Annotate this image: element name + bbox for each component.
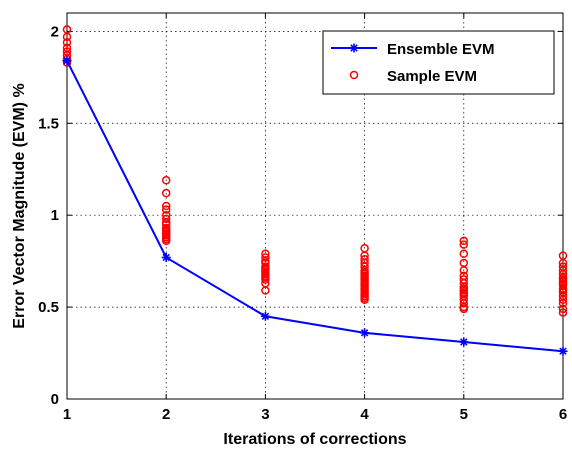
sample-evm-point bbox=[459, 299, 469, 308]
y-tick-label: 0.5 bbox=[38, 299, 59, 316]
legend-ensemble-marker-swatch bbox=[349, 43, 359, 53]
sample-evm-point bbox=[161, 214, 171, 224]
star-stroke bbox=[360, 329, 369, 337]
sample-evm-point bbox=[62, 38, 72, 47]
legend-star-glyph bbox=[349, 43, 359, 53]
sample-evm-point bbox=[261, 253, 270, 262]
ensemble-evm-point bbox=[161, 252, 171, 262]
legend-label-sample-evm: Sample EVM bbox=[387, 68, 477, 85]
star-stroke bbox=[350, 44, 358, 52]
star-stroke bbox=[261, 312, 270, 321]
ensemble-evm-point bbox=[260, 311, 270, 321]
y-tick-label: 1 bbox=[51, 207, 59, 224]
sample-evm-point bbox=[161, 236, 171, 246]
x-tick-label: 5 bbox=[460, 406, 468, 423]
sample-evm-point bbox=[161, 205, 171, 214]
sample-evm-point bbox=[459, 266, 469, 275]
legend-label-ensemble-evm: Ensemble EVM bbox=[387, 41, 495, 58]
sample-evm-point bbox=[161, 188, 171, 198]
legend-sample-marker-swatch bbox=[349, 70, 359, 80]
x-tick-label: 3 bbox=[261, 406, 269, 423]
ensemble-evm-point bbox=[360, 328, 370, 338]
x-tick-label: 2 bbox=[162, 406, 170, 423]
sample-evm-point bbox=[459, 240, 469, 249]
ensemble-evm-point bbox=[459, 337, 469, 347]
y-tick-label: 1.5 bbox=[38, 115, 59, 132]
y-tick-label: 2 bbox=[51, 23, 59, 40]
sample-evm-point bbox=[62, 32, 72, 42]
sample-evm-point bbox=[261, 275, 270, 284]
x-axis-title: Iterations of corrections bbox=[223, 431, 406, 448]
star-stroke bbox=[162, 253, 170, 262]
y-tick-label: 0 bbox=[51, 391, 59, 408]
x-tick-label: 6 bbox=[559, 406, 567, 423]
star-stroke bbox=[63, 57, 71, 65]
ensemble-evm-line bbox=[66, 60, 564, 353]
x-tick-label: 4 bbox=[360, 406, 369, 423]
x-tick-label: 1 bbox=[63, 406, 71, 423]
sample-evm-point bbox=[161, 201, 171, 211]
sample-evm-point bbox=[558, 308, 568, 317]
sample-evm-point bbox=[459, 304, 469, 314]
ensemble-evm-point bbox=[558, 346, 568, 356]
sample-evm-point bbox=[161, 176, 171, 185]
sample-evm-point bbox=[360, 295, 369, 304]
y-axis-title: Error Vector Magnitude (EVM) % bbox=[11, 83, 28, 328]
legend: Ensemble EVM Sample EVM bbox=[322, 30, 555, 95]
legend-box bbox=[322, 30, 555, 95]
sample-evm-point bbox=[558, 299, 568, 308]
star-stroke bbox=[559, 347, 567, 355]
sample-evm-point bbox=[558, 304, 568, 314]
sample-evm-point bbox=[558, 295, 568, 304]
sample-evm-point bbox=[459, 249, 469, 259]
tick-labels: 1 2 3 4 5 6 0 0.5 1 1.5 2 bbox=[38, 23, 567, 423]
sample-evm-point bbox=[261, 286, 270, 295]
data-marks bbox=[62, 25, 568, 356]
plot-area-frame bbox=[66, 12, 564, 400]
sample-evm-point bbox=[459, 236, 469, 246]
star-stroke bbox=[460, 338, 468, 346]
ensemble-evm-point bbox=[62, 56, 72, 66]
